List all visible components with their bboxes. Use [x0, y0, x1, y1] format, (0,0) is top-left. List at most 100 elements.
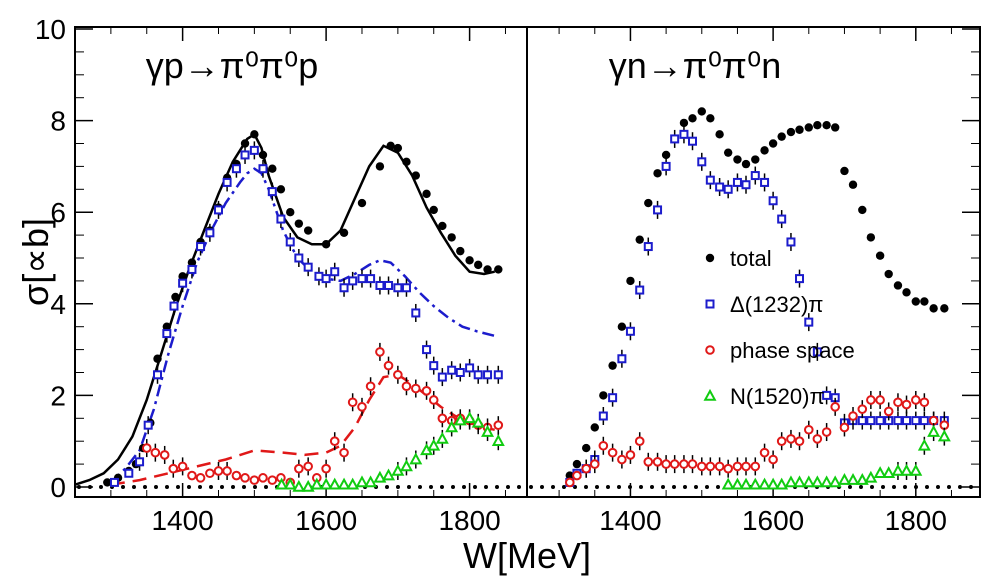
point-delta — [135, 457, 145, 467]
point-total — [582, 443, 591, 453]
point-total — [456, 246, 465, 256]
point-phase-space — [679, 459, 689, 469]
point-delta — [661, 161, 671, 171]
point-phase-space — [428, 395, 439, 405]
point-phase-space — [714, 461, 725, 472]
point-total — [494, 265, 503, 274]
y-tick-label: 10 — [35, 14, 66, 45]
point-total — [465, 256, 474, 265]
point-total — [447, 233, 456, 242]
axis-labels: σ[∝b] W[MeV] — [15, 218, 591, 576]
point-total — [276, 185, 286, 194]
point-n1520 — [373, 470, 387, 483]
point-n1520 — [399, 459, 413, 472]
point-total — [786, 127, 796, 137]
curve-total-fit — [74, 132, 495, 486]
panel-frames — [74, 26, 981, 498]
point-delta — [240, 150, 250, 160]
point-phase-space — [830, 402, 840, 412]
point-phase-space — [812, 434, 823, 444]
point-delta — [465, 363, 475, 373]
point-delta — [723, 184, 733, 194]
point-n1520 — [917, 438, 931, 451]
x-axis-label: W[MeV] — [463, 535, 591, 576]
point-phase-space — [705, 461, 716, 472]
point-n1520 — [283, 477, 297, 490]
point-phase-space — [768, 454, 778, 465]
point-phase-space — [598, 440, 609, 451]
point-delta — [911, 416, 921, 426]
point-phase-space — [347, 397, 358, 408]
point-delta — [447, 365, 457, 375]
panel-frame-neutron — [526, 26, 981, 498]
point-phase-space — [803, 424, 814, 435]
point-delta — [893, 416, 903, 426]
point-delta — [483, 370, 493, 380]
point-total — [840, 166, 849, 176]
point-delta — [348, 276, 358, 286]
point-phase-space — [150, 447, 161, 458]
point-total — [375, 162, 385, 171]
point-phase-space — [821, 427, 832, 437]
point-delta — [303, 262, 313, 272]
point-delta — [429, 361, 439, 371]
point-phase-space — [732, 461, 743, 472]
point-total — [822, 120, 831, 130]
point-total — [751, 155, 760, 164]
point-phase-space — [339, 447, 349, 458]
legend-label: N(1520)π — [730, 384, 825, 409]
point-total — [688, 114, 697, 123]
point-delta — [153, 370, 163, 380]
point-delta — [231, 164, 241, 174]
point-delta — [169, 301, 179, 311]
point-phase-space — [669, 459, 680, 469]
point-n1520 — [391, 463, 405, 476]
point-n1520 — [481, 424, 495, 437]
x-tick-label: 1400 — [151, 505, 213, 536]
point-total — [795, 125, 804, 134]
point-n1520 — [828, 475, 842, 488]
point-total — [848, 180, 858, 189]
point-phase-space — [572, 470, 582, 481]
point-n1520 — [346, 477, 360, 490]
point-phase-space — [741, 461, 751, 472]
point-n1520 — [328, 477, 342, 490]
point-n1520 — [310, 477, 324, 490]
point-total — [760, 146, 769, 155]
point-n1520 — [937, 429, 951, 442]
point-delta — [276, 214, 286, 224]
point-phase-space — [401, 381, 412, 392]
point-total — [483, 265, 492, 274]
point-phase-space — [857, 404, 868, 414]
point-n1520 — [855, 473, 869, 485]
x-tick-label: 1400 — [599, 505, 661, 536]
point-phase-space — [357, 402, 367, 412]
point-total — [697, 107, 706, 116]
point-delta — [679, 129, 689, 139]
point-phase-space — [321, 463, 331, 474]
point-total — [608, 361, 617, 370]
point-phase-space — [705, 345, 715, 355]
point-n1520 — [703, 388, 717, 401]
point-delta — [285, 237, 295, 247]
point-n1520 — [337, 477, 351, 490]
point-delta — [249, 145, 259, 155]
point-phase-space — [723, 463, 733, 474]
panel-title-neutron: γn→π⁰π⁰n — [609, 45, 782, 86]
point-delta — [643, 242, 653, 252]
panel-title-proton: γp→π⁰π⁰p — [146, 45, 319, 86]
point-delta — [715, 182, 725, 192]
point-n1520 — [900, 463, 914, 476]
point-n1520 — [445, 420, 459, 433]
point-phase-space — [231, 470, 242, 481]
point-n1520 — [435, 431, 449, 444]
point-n1520 — [721, 477, 735, 490]
point-total — [723, 148, 733, 157]
point-phase-space — [652, 457, 663, 467]
point-delta — [786, 237, 796, 247]
point-n1520 — [748, 477, 762, 490]
point-total — [294, 219, 304, 228]
point-total — [572, 459, 582, 469]
point-phase-space — [493, 420, 504, 430]
